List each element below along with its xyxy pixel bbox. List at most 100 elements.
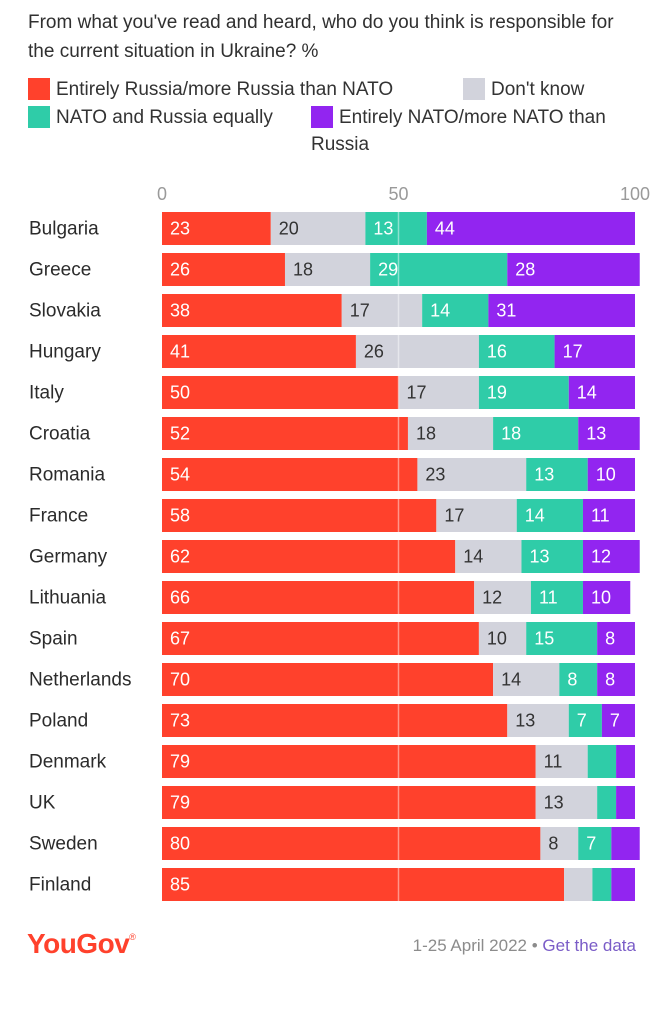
- legend-item-russia: Entirely Russia/more Russia than NATO: [28, 76, 393, 103]
- data-label: 85: [170, 875, 190, 895]
- bar-segment: [478, 335, 555, 368]
- data-label: 10: [591, 588, 611, 608]
- category-label: Spain: [29, 629, 78, 650]
- bar-segment: [284, 253, 371, 286]
- bar-segment: [370, 253, 508, 286]
- bar-segment: [162, 294, 342, 327]
- data-label: 54: [170, 465, 190, 485]
- bar-segment: [582, 540, 640, 573]
- data-label: 15: [534, 629, 554, 649]
- data-label: 17: [444, 506, 464, 526]
- data-label: 8: [548, 834, 558, 854]
- bar-segment: [455, 540, 522, 573]
- footer-separator: •: [531, 936, 538, 955]
- data-label: 50: [170, 383, 190, 403]
- x-tick-label: 0: [157, 184, 167, 204]
- data-label: 14: [463, 547, 483, 567]
- category-label: Italy: [29, 383, 64, 404]
- legend-swatch-russia: [28, 78, 50, 100]
- legend-label-equally: NATO and Russia equally: [56, 107, 273, 128]
- category-label: Romania: [29, 465, 105, 486]
- data-label: 8: [605, 629, 615, 649]
- bar-segment: [611, 827, 640, 860]
- category-label: UK: [29, 793, 56, 814]
- bar-segment: [162, 212, 271, 245]
- get-the-data-link[interactable]: Get the data: [542, 936, 636, 955]
- bar-segment: [592, 868, 612, 901]
- data-label: 79: [170, 793, 190, 813]
- legend-swatch-dont-know: [463, 78, 485, 100]
- legend-label-dont-know: Don't know: [491, 79, 585, 100]
- data-label: 20: [279, 219, 299, 239]
- data-label: 80: [170, 834, 190, 854]
- bar-segment: [568, 704, 602, 737]
- bar-segment: [162, 786, 536, 819]
- data-label: 12: [482, 588, 502, 608]
- data-label: 14: [577, 383, 597, 403]
- stacked-bar-chart: 0 50 100 Bulgaria 23 20 13 44 Greece 26 18 29 28 Slov…: [29, 184, 650, 905]
- category-label: Bulgaria: [29, 219, 99, 240]
- bar-segment: [568, 376, 635, 409]
- data-label: 8: [567, 670, 577, 690]
- footer-date: 1-25 April 2022: [412, 936, 527, 955]
- data-label: 28: [515, 260, 535, 280]
- data-label: 11: [539, 588, 558, 608]
- data-label: 26: [364, 342, 384, 362]
- bar-segment: [436, 499, 517, 532]
- data-label: 13: [529, 547, 549, 567]
- bar-segment: [162, 622, 479, 655]
- legend-label-russia: Entirely Russia/more Russia than NATO: [56, 79, 394, 100]
- data-label: 66: [170, 588, 190, 608]
- bar-segment: [611, 868, 635, 901]
- data-label: 13: [544, 793, 564, 813]
- bar-segment: [582, 499, 635, 532]
- data-label: 13: [515, 711, 535, 731]
- bar-segment: [493, 663, 560, 696]
- bar-segment: [341, 294, 423, 327]
- bar-segment: [162, 581, 475, 614]
- bar-segment: [587, 745, 617, 778]
- data-label: 11: [544, 752, 563, 772]
- data-label: 11: [591, 506, 610, 526]
- yougov-logo: YouGov®: [27, 928, 136, 960]
- bar-segment: [554, 335, 635, 368]
- data-label: 14: [501, 670, 521, 690]
- bar-segment: [530, 581, 583, 614]
- bar-segment: [564, 868, 593, 901]
- data-label: 41: [170, 342, 190, 362]
- legend-swatch-nato: [311, 106, 333, 128]
- data-label: 67: [170, 629, 190, 649]
- bar-segment: [597, 622, 635, 655]
- category-label: Germany: [29, 547, 108, 568]
- category-label: Poland: [29, 711, 88, 732]
- bar-segment: [597, 663, 635, 696]
- brand-text: YouGov: [27, 928, 130, 959]
- legend-label-nato: Entirely NATO/more NATO than Russia: [311, 104, 606, 158]
- data-label: 13: [586, 424, 606, 444]
- category-label: Croatia: [29, 424, 91, 445]
- bar-segment: [601, 704, 635, 737]
- data-label: 10: [596, 465, 616, 485]
- bar-segment: [526, 622, 598, 655]
- data-label: 44: [435, 219, 455, 239]
- bar-segment: [616, 786, 635, 819]
- bar-segment: [270, 212, 366, 245]
- bar-segment: [162, 458, 418, 491]
- legend-item-nato: Entirely NATO/more NATO than Russia: [311, 104, 606, 158]
- data-label: 14: [525, 506, 545, 526]
- legend-label-nato-line2: Russia: [311, 134, 370, 155]
- category-label: Finland: [29, 875, 91, 896]
- bar-segment: [597, 786, 617, 819]
- bar-segment: [526, 458, 588, 491]
- bar-segment: [559, 663, 598, 696]
- bar-segment: [417, 458, 527, 491]
- category-label: Slovakia: [29, 301, 101, 322]
- bar-segment: [578, 827, 612, 860]
- bar-segment: [478, 622, 527, 655]
- category-label: Netherlands: [29, 670, 131, 691]
- data-label: 23: [425, 465, 445, 485]
- data-label: 16: [487, 342, 507, 362]
- bar-segment: [516, 499, 583, 532]
- bar-segment: [493, 417, 579, 450]
- category-label: Hungary: [29, 342, 101, 363]
